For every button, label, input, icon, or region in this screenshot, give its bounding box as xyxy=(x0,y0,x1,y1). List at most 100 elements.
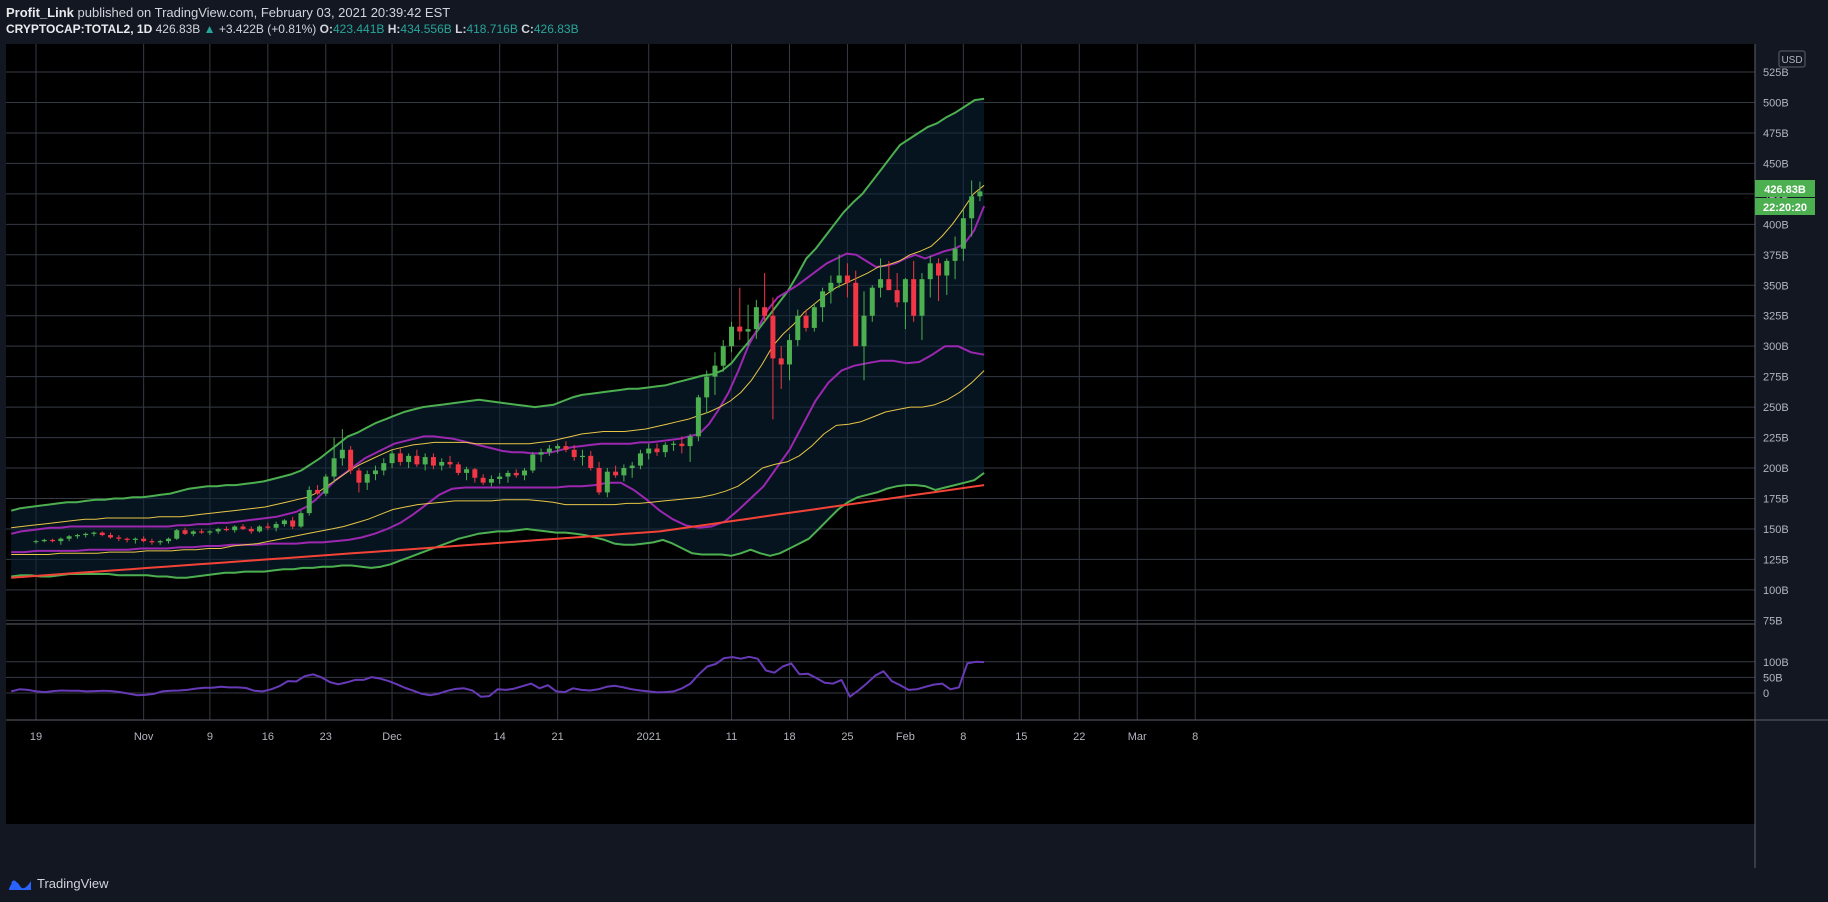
y-tick-label: 75B xyxy=(1763,615,1783,627)
brand-name: TradingView xyxy=(37,876,109,891)
y-tick-label: 200B xyxy=(1763,463,1789,475)
candle-body xyxy=(729,326,735,347)
y-tick-label: 400B xyxy=(1763,219,1789,231)
candle-body xyxy=(439,461,445,466)
candle-body xyxy=(364,474,370,483)
candle-body xyxy=(356,470,362,483)
low-value: 418.716B xyxy=(466,22,518,36)
candle-body xyxy=(33,541,39,543)
author-name[interactable]: Profit_Link xyxy=(6,5,74,20)
candle-body xyxy=(886,279,892,291)
candle-body xyxy=(447,461,453,465)
x-tick-label: 16 xyxy=(262,731,274,743)
x-tick-label: 19 xyxy=(30,731,42,743)
y-tick-label: 225B xyxy=(1763,433,1789,445)
high-value: 434.556B xyxy=(400,22,452,36)
candle-body xyxy=(555,446,561,449)
candle-body xyxy=(149,541,155,543)
published-text: published on TradingView.com, February 0… xyxy=(77,5,451,20)
candle-body xyxy=(397,453,403,462)
candle-body xyxy=(497,476,503,479)
candle-body xyxy=(621,468,627,476)
last-price-tag: 426.83B xyxy=(1764,184,1806,196)
band-fill xyxy=(11,98,985,578)
close-label: C: xyxy=(521,22,534,36)
candle-body xyxy=(522,470,528,476)
candle-body xyxy=(778,358,784,365)
y-tick-label: 325B xyxy=(1763,311,1789,323)
candle-body xyxy=(704,376,710,398)
x-tick-label: 15 xyxy=(1015,731,1027,743)
x-tick-label: 14 xyxy=(494,731,506,743)
x-tick-label: 18 xyxy=(783,731,795,743)
candle-body xyxy=(41,539,47,542)
candle-body xyxy=(488,479,494,483)
candle-body xyxy=(74,535,80,537)
candle-body xyxy=(331,458,337,477)
y-tick-label: 150B xyxy=(1763,524,1789,536)
candle-body xyxy=(240,526,246,529)
last-price: 426.83B xyxy=(155,22,201,36)
candle-body xyxy=(99,532,105,536)
candle-body xyxy=(381,463,387,471)
x-tick-label: 22 xyxy=(1073,731,1085,743)
publish-info: Profit_Link published on TradingView.com… xyxy=(6,3,450,23)
candle-body xyxy=(165,538,171,542)
candle-body xyxy=(646,448,652,454)
candle-body xyxy=(116,537,122,539)
symbol-label[interactable]: CRYPTOCAP:TOTAL2, 1D xyxy=(6,22,153,36)
candle-body xyxy=(861,315,867,347)
candle-body xyxy=(530,454,536,471)
candle-body xyxy=(969,196,975,219)
y-tick-label: 100B xyxy=(1763,585,1789,597)
candle-body xyxy=(579,455,585,458)
candle-body xyxy=(596,468,602,493)
ohlc-legend: CRYPTOCAP:TOTAL2, 1D 426.83B ▲ +3.422B (… xyxy=(6,19,579,39)
candle-body xyxy=(687,436,693,447)
candle-body xyxy=(132,538,138,540)
up-triangle-icon: ▲ xyxy=(203,22,216,36)
change-value: +3.422B (+0.81%) xyxy=(218,22,317,36)
bb-inner-lower-line xyxy=(11,370,985,555)
candle-body xyxy=(878,279,884,288)
candle-body xyxy=(157,541,163,543)
candle-body xyxy=(414,455,420,465)
candle-body xyxy=(629,465,635,469)
open-label: O: xyxy=(319,22,333,36)
chart-footer: TradingView xyxy=(0,868,1828,902)
candle-body xyxy=(960,218,966,249)
oscillator-line xyxy=(10,655,985,698)
candle-body xyxy=(936,263,942,276)
long-moving-average-line xyxy=(11,484,985,579)
last-price-tag-box xyxy=(1755,180,1815,197)
candle-body xyxy=(820,291,826,308)
candle-body xyxy=(604,471,610,493)
candle-body xyxy=(977,191,983,197)
candle-body xyxy=(215,528,221,532)
x-tick-label: 2021 xyxy=(636,731,660,743)
candle-body xyxy=(422,457,428,465)
candle-body xyxy=(828,282,834,292)
x-tick-label: Mar xyxy=(1128,731,1147,743)
candle-body xyxy=(538,452,544,455)
candle-body xyxy=(50,539,56,542)
y-tick-label: 525B xyxy=(1763,67,1789,79)
candle-body xyxy=(306,489,312,514)
candle-body xyxy=(712,365,718,377)
currency-badge[interactable]: USD xyxy=(1781,55,1802,66)
osc-tick-label: 50B xyxy=(1763,672,1783,684)
candle-body xyxy=(654,448,660,453)
price-chart[interactable]: 525B500B475B450B425B400B375B350B325B300B… xyxy=(0,44,1828,868)
candle-body xyxy=(174,530,180,539)
candle-body xyxy=(232,526,238,531)
tradingview-brand[interactable]: TradingView xyxy=(8,876,109,891)
y-tick-label: 375B xyxy=(1763,250,1789,262)
candle-body xyxy=(894,290,900,303)
candle-body xyxy=(265,526,271,528)
candle-body xyxy=(613,471,619,476)
candle-body xyxy=(315,489,321,494)
candle-body xyxy=(902,279,908,303)
candle-body xyxy=(323,476,329,494)
chart-header: Profit_Link published on TradingView.com… xyxy=(0,0,1828,44)
candle-body xyxy=(911,279,917,316)
